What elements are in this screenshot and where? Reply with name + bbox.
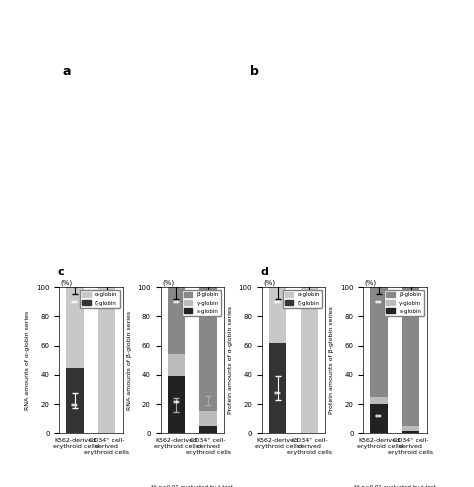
Legend: β-globin, γ-globin, ε-globin: β-globin, γ-globin, ε-globin [182, 290, 221, 316]
Bar [168, 376, 185, 433]
Bar [168, 287, 185, 355]
Bar [301, 287, 318, 433]
Bar [269, 287, 286, 343]
Y-axis label: Protein amounts of β-globin series: Protein amounts of β-globin series [329, 306, 335, 414]
Text: b: b [250, 65, 259, 78]
Y-axis label: Protein amounts of α-globin series: Protein amounts of α-globin series [228, 306, 233, 414]
Bar [370, 287, 388, 397]
Text: **: ** [375, 300, 383, 309]
Text: ** p<0.01 evaluated by t-test: ** p<0.01 evaluated by t-test [152, 485, 233, 487]
Text: (%): (%) [61, 279, 73, 286]
Text: c: c [58, 267, 64, 278]
Text: **: ** [173, 300, 180, 309]
Y-axis label: RNA amounts of α-globin series: RNA amounts of α-globin series [26, 311, 30, 410]
Text: **: ** [204, 300, 212, 309]
Bar [402, 287, 419, 426]
Text: **: ** [71, 403, 79, 412]
Text: a: a [63, 65, 72, 78]
Bar [370, 404, 388, 433]
Text: **: ** [71, 300, 79, 309]
Text: **: ** [407, 300, 415, 309]
Text: **: ** [274, 391, 282, 400]
Legend: α-globin, ζ-globin: α-globin, ζ-globin [283, 290, 322, 308]
Y-axis label: RNA amounts of β-globin series: RNA amounts of β-globin series [127, 311, 132, 410]
Text: d: d [260, 267, 268, 278]
Text: (%): (%) [264, 279, 276, 286]
Bar [168, 355, 185, 376]
Text: ** p<0.01 evaluated by t-test: ** p<0.01 evaluated by t-test [354, 485, 436, 487]
Bar [66, 368, 84, 433]
Bar [370, 397, 388, 404]
Bar [200, 426, 217, 433]
Text: (%): (%) [365, 279, 377, 286]
Bar [402, 431, 419, 433]
Text: **: ** [375, 414, 383, 423]
Text: (%): (%) [162, 279, 174, 286]
Bar [269, 343, 286, 433]
Bar [200, 412, 217, 426]
Legend: β-globin, γ-globin, ε-globin: β-globin, γ-globin, ε-globin [384, 290, 424, 316]
Legend: α-globin, ζ-globin: α-globin, ζ-globin [80, 290, 120, 308]
Bar [66, 287, 84, 368]
Bar [200, 287, 217, 412]
Text: **: ** [274, 300, 282, 309]
Text: **: ** [173, 400, 180, 410]
Bar [98, 287, 116, 433]
Bar [402, 426, 419, 431]
